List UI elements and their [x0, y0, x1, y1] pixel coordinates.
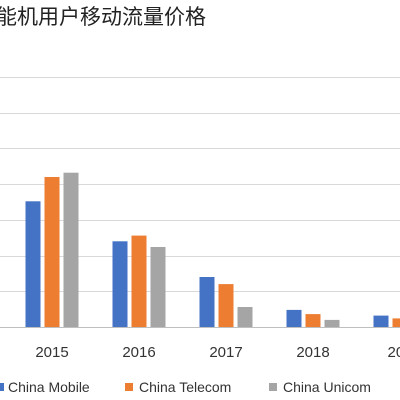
bar-china-mobile-2017	[199, 277, 215, 327]
bar-china-unicom-2015	[63, 172, 79, 327]
legend: China Mobile China Telecom China Unicom	[0, 379, 371, 395]
legend-swatch-china-mobile	[0, 383, 4, 391]
x-tick-label: 2017	[209, 344, 242, 361]
bars	[25, 172, 400, 327]
legend-label-china-mobile: China Mobile	[8, 379, 90, 395]
bar-china-mobile-201	[373, 315, 389, 327]
bar-china-unicom-2016	[150, 247, 166, 327]
bar-china-telecom-201	[392, 318, 400, 327]
legend-swatch-china-telecom	[125, 383, 133, 391]
legend-label-china-telecom: China Telecom	[139, 379, 231, 395]
x-tick-labels: 2015 2016 2017 2018 201	[35, 344, 400, 361]
x-tick-label: 2018	[296, 344, 329, 361]
gridlines	[0, 77, 400, 292]
bar-china-telecom-2017	[218, 284, 234, 327]
x-tick-label: 201	[387, 344, 400, 361]
x-tick-label: 2016	[122, 344, 155, 361]
legend-swatch-china-unicom	[269, 383, 277, 391]
bar-china-unicom-2017	[237, 307, 253, 327]
bar-china-telecom-2018	[305, 314, 321, 327]
bar-china-telecom-2015	[44, 177, 60, 327]
x-tick-label: 2015	[35, 344, 68, 361]
bar-china-unicom-2018	[324, 319, 340, 327]
bar-china-mobile-2018	[286, 309, 302, 327]
bar-china-mobile-2015	[25, 201, 41, 327]
chart-title: 能机用户移动流量价格	[0, 5, 206, 29]
bar-china-mobile-2016	[112, 241, 128, 327]
bar-china-telecom-2016	[131, 235, 147, 327]
legend-label-china-unicom: China Unicom	[283, 379, 371, 395]
